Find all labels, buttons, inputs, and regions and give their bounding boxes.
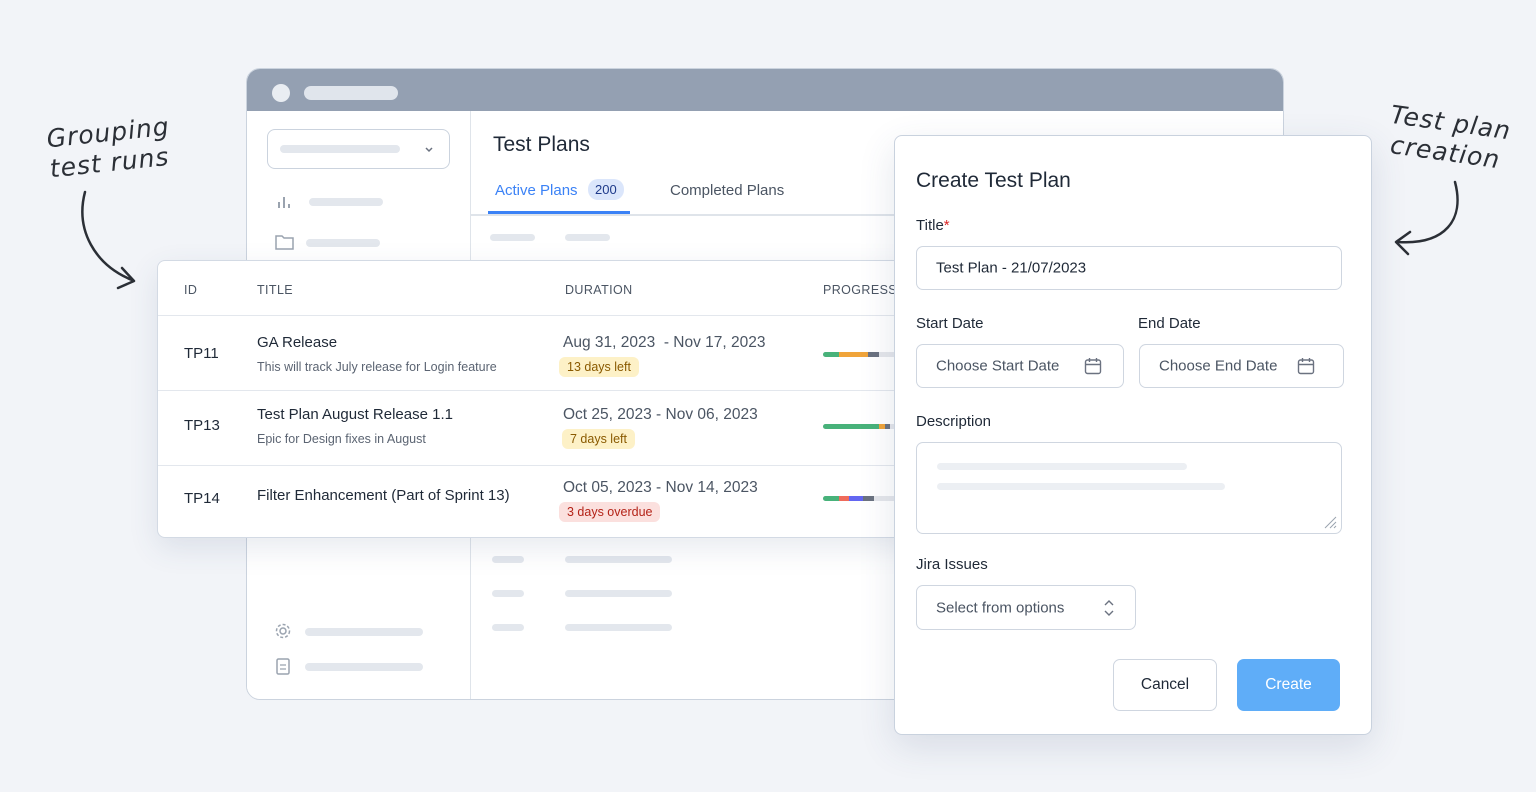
skeleton (565, 234, 610, 241)
description-input[interactable] (916, 442, 1342, 534)
arrowhead (1394, 230, 1412, 256)
folder-icon (275, 235, 294, 250)
field-label: Description (916, 413, 992, 430)
skeleton (305, 663, 423, 671)
skeleton (305, 628, 423, 636)
arrow (1396, 180, 1459, 244)
resize-handle (1324, 516, 1337, 529)
tab-border (471, 214, 1283, 216)
plan-title: Test Plan August Release 1.1 (257, 406, 453, 423)
table-row[interactable]: TP14 Filter Enhancement (Part of Sprint … (158, 465, 916, 537)
calendar-icon (1084, 358, 1102, 375)
skeleton (937, 483, 1225, 490)
skeleton (565, 556, 672, 563)
cancel-button[interactable]: Cancel (1113, 659, 1217, 711)
plan-description: This will track July release for Login f… (257, 360, 497, 374)
input-value: Test Plan - 21/07/2023 (936, 259, 1087, 277)
start-date-input[interactable]: Choose Start Date (916, 344, 1124, 388)
skeleton (565, 590, 672, 597)
chevron (425, 147, 433, 153)
column-header: PROGRESS (823, 283, 898, 297)
status-badge: 3 days overdue (559, 502, 661, 522)
skeleton (937, 463, 1187, 470)
plan-title: GA Release (257, 334, 338, 351)
skeleton (490, 234, 535, 241)
placeholder: Select from options (936, 599, 1065, 616)
window-pill (304, 86, 398, 100)
status-badge: 13 days left (559, 357, 639, 377)
arrow (81, 190, 134, 282)
plan-title: Filter Enhancement (Part of Sprint 13) (257, 487, 510, 504)
plan-duration: Oct 05, 2023 - Nov 14, 2023 (563, 479, 758, 496)
arrowhead (116, 266, 136, 290)
create-button[interactable]: Create (1237, 659, 1340, 711)
field-label: Start Date (916, 315, 984, 332)
plan-duration: Aug 31, 2023 - Nov 17, 2023 (563, 334, 766, 351)
skeleton (492, 556, 524, 563)
tab-active[interactable]: Active Plans (495, 182, 578, 199)
progress-bar (823, 424, 903, 429)
skeleton (492, 624, 524, 631)
tab-underline (488, 211, 630, 214)
plan-id: TP11 (184, 345, 219, 362)
plans-table: ID TITLE DURATION PROGRESS TP11 GA Relea… (157, 260, 917, 538)
column-header: ID (184, 283, 198, 297)
skeleton (492, 590, 524, 597)
jira-select[interactable]: Select from options (916, 585, 1136, 630)
required-mark: * (943, 217, 950, 234)
plan-duration: Oct 25, 2023 - Nov 06, 2023 (563, 406, 758, 423)
skeleton (565, 624, 672, 631)
tab[interactable]: Completed Plans (670, 182, 785, 199)
skeleton (280, 145, 400, 153)
field-label: End Date (1138, 315, 1201, 332)
plan-id: TP14 (184, 490, 220, 507)
dialog-title: Create Test Plan (916, 169, 1071, 192)
progress-bar (823, 352, 903, 357)
plan-description: Epic for Design fixes in August (257, 432, 426, 446)
title-bar (247, 69, 1283, 111)
clipboard-icon (276, 658, 290, 675)
calendar-icon (1297, 358, 1315, 375)
progress-bar (823, 496, 903, 501)
skeleton (309, 198, 383, 206)
create-dialog: Create Test Plan Title* Test Plan - 21/0… (894, 135, 1372, 735)
label-text: Title (916, 217, 944, 234)
table-row[interactable]: TP11 GA Release This will track July rel… (158, 315, 916, 391)
placeholder: Choose Start Date (936, 357, 1060, 375)
tab-count: 200 (588, 179, 624, 200)
end-date-input[interactable]: Choose End Date (1139, 344, 1344, 388)
page-title: Test Plans (493, 133, 590, 156)
select-arrows (1104, 600, 1114, 616)
field-label: Jira Issues (916, 556, 988, 573)
status-badge: 7 days left (562, 429, 635, 449)
column-header: TITLE (257, 283, 294, 297)
field-label: Title* (916, 217, 950, 234)
skeleton (306, 239, 380, 247)
project-select[interactable] (267, 129, 450, 169)
window-dot (272, 84, 290, 102)
title-input[interactable]: Test Plan - 21/07/2023 (916, 246, 1342, 290)
settings-icon (275, 623, 291, 639)
table-row[interactable]: TP13 Test Plan August Release 1.1 Epic f… (158, 390, 916, 466)
chart-icon (278, 197, 290, 208)
column-header: DURATION (565, 283, 633, 297)
placeholder: Choose End Date (1159, 357, 1278, 375)
plan-id: TP13 (184, 417, 220, 434)
